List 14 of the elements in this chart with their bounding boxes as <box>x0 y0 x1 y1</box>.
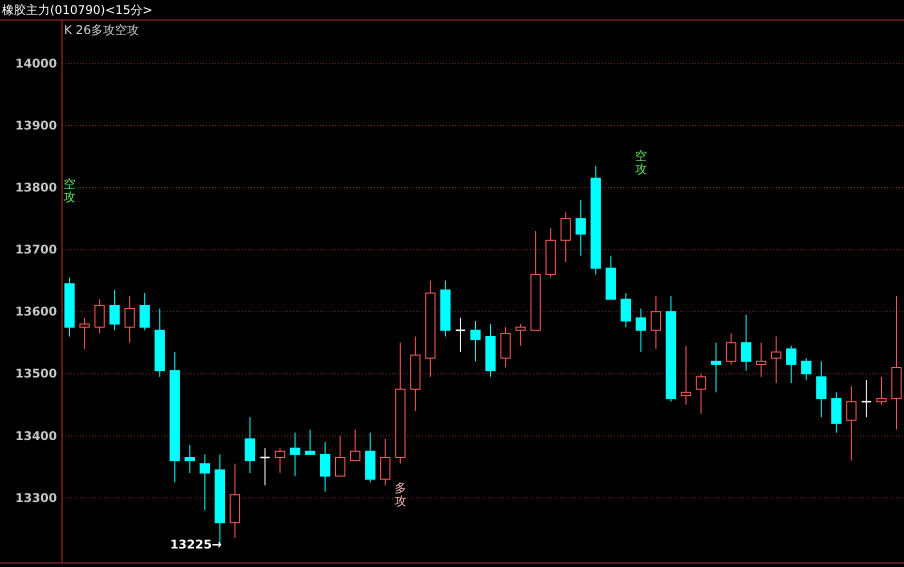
y-tick-label: 13600 <box>15 304 57 319</box>
annotation: 多攻 <box>394 481 406 508</box>
y-tick-label: 14000 <box>15 56 57 70</box>
annotation: 13225→ <box>170 537 222 552</box>
annotation: K 26多攻空攻 <box>64 23 139 37</box>
y-tick-label: 13800 <box>15 180 57 195</box>
y-tick-label: 13400 <box>15 428 57 443</box>
annotation: 空攻 <box>64 177 76 204</box>
y-tick-label: 13700 <box>15 242 57 257</box>
y-tick-label: 13500 <box>15 366 57 381</box>
y-tick-label: 13900 <box>15 118 57 132</box>
annotation: 空攻 <box>634 149 647 176</box>
y-tick-label: 13300 <box>15 490 57 505</box>
chart-title: 橡胶主力(010790)<15分> <box>2 3 153 17</box>
